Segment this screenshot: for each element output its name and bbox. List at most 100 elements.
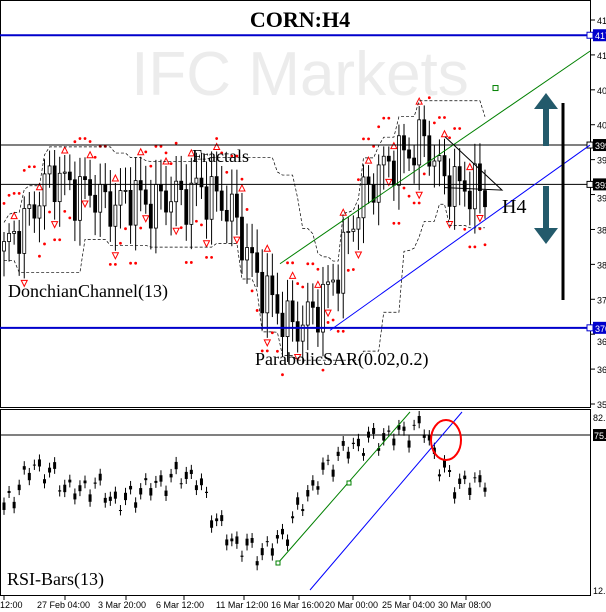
candle-body [194,177,199,184]
highlight-circle [430,419,462,461]
fractal-up-marker [440,129,449,138]
rsi-bar-body [336,451,340,456]
candle-body [199,177,204,188]
sar-dot [174,141,178,145]
sar-dot [306,262,310,266]
price-tick-label: 408.4 [597,86,606,96]
rsi-bar-body [194,485,198,491]
sar-dot [377,125,381,129]
level-label: 393.5 [595,180,606,190]
sar-dot [286,261,289,265]
rsi-bar-body [22,466,26,470]
rsi-bar-body [32,464,36,466]
rsi-bar-body [463,475,467,480]
rsi-bar-body [7,490,11,493]
rsi-bar-body [442,460,446,468]
rsi-bar-body [164,490,168,496]
sar-dot [78,137,82,140]
sar-dot [255,309,259,312]
sar-dot [27,165,31,169]
rsi-bar-body [245,538,249,546]
rsi-bar-body [174,461,178,470]
sar-dot [134,261,138,265]
candle-body [376,164,381,203]
sar-dot [205,255,208,259]
level-badge [593,178,606,191]
price-tick-label: 413.9 [597,51,606,61]
rsi-bar-body [361,453,365,456]
time-tick-label: 20 Mar 00:00 [325,600,378,610]
trend-channel-lower [329,144,591,331]
rsi-bar-body [225,539,229,546]
candle-body [295,321,300,342]
rsi-bar-body [124,492,128,501]
candle-body [133,180,138,226]
rsi-bar-body [118,510,122,512]
candle-body [270,275,275,296]
fractal-down-marker [415,191,423,200]
rsi-bar-body [392,438,396,446]
candle-body [214,176,219,192]
sar-dot [88,140,92,143]
sar-dot [58,238,62,242]
sar-dot [245,208,249,211]
pattern-label: H4 [502,196,526,218]
rsi-bar-body [149,488,153,496]
candle-body [209,176,214,220]
sar-dot [63,209,67,213]
level-label: 370.9 [595,324,606,334]
price-tick-label: 364.4 [597,365,606,375]
rsi-bar-body [311,480,315,486]
fractal-up-marker [136,147,145,156]
candle-body [240,216,244,261]
rsi-bar-body [351,442,355,445]
sar-dot [316,267,320,271]
sar-dot [225,170,229,174]
price-tick-label: 386.4 [597,225,606,235]
candle-body [103,183,108,193]
rsi-bar-body [407,440,411,448]
rsi-bar-body [179,483,183,485]
rsi-bar-body [275,535,279,539]
level-label: 399.7 [595,141,606,151]
rsi-bar-body [230,538,234,542]
candle-body [356,217,361,230]
sar-dot [189,261,193,264]
rsi-bar-body [37,459,41,467]
time-tick-label: 25 Mar 04:00 [382,600,435,610]
candle-body [422,119,427,137]
candle-body [361,176,366,219]
rsi-bar-body [48,467,52,473]
rsi-bar-body [184,471,188,479]
rsi-bar-body [43,479,47,484]
chart-title: CORN:H4 [250,7,350,32]
rsi-bar-body [88,494,92,502]
candle-body [169,201,173,213]
candle-body [331,279,336,283]
time-tick-label: 11 Mar 12:00 [216,600,268,610]
candle-body [88,179,92,196]
candle-body [12,231,17,234]
candle-body [452,166,457,207]
fractal-up-marker [162,156,170,165]
rsi-bar-body [387,430,391,432]
fractals-label: Fractals [192,146,249,166]
rsi-bar-body [113,491,117,499]
candle-body [184,189,189,225]
time-tick-label: 3 Mar 20:00 [98,600,146,610]
fractal-up-marker [10,211,18,220]
time-tick-label: 6 Mar 12:00 [156,600,204,610]
sar-dot [144,150,148,154]
sar-dot [108,262,112,266]
sar-dot [468,245,472,249]
candle-body [412,157,417,166]
sar-dot [341,329,345,333]
donchian-label: DonchianChannel(13) [8,281,168,302]
fractal-up-marker [339,208,348,216]
sar-dot [265,349,269,353]
sar-dot [230,154,234,158]
sar-dot [301,285,305,289]
sar-dot [281,373,284,377]
candle-body [83,176,87,181]
level-handle [586,31,594,39]
